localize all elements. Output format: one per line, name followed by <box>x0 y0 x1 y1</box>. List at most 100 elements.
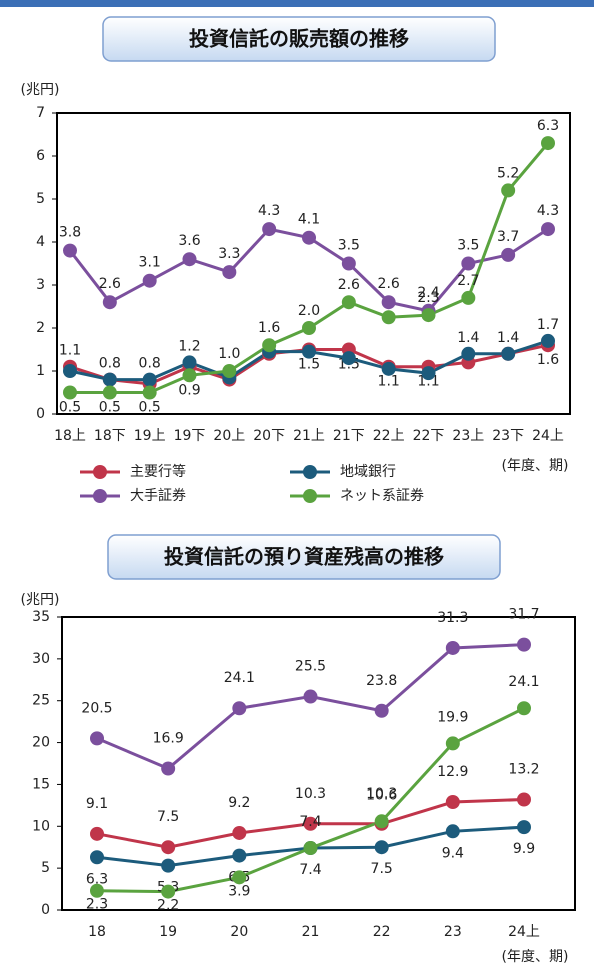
legend-marker <box>303 489 317 503</box>
point <box>262 338 277 353</box>
data-label: 9.2 <box>228 795 250 811</box>
data-label: 10.6 <box>366 787 397 803</box>
point <box>102 372 117 387</box>
x-tick-label: 18 <box>88 924 106 940</box>
x-tick-label: 22 <box>373 924 391 940</box>
data-label: 7.4 <box>299 814 321 830</box>
data-label: 1.1 <box>417 374 439 390</box>
point <box>232 701 247 716</box>
point <box>461 346 476 361</box>
point <box>374 840 389 855</box>
point <box>341 351 356 366</box>
data-label: 1.6 <box>537 352 559 368</box>
point <box>517 637 531 652</box>
x-tick-label: 22上 <box>373 428 405 444</box>
x-tick-label: 24上 <box>508 924 540 940</box>
data-label: 2.6 <box>99 276 121 292</box>
y-tick-label: 0 <box>36 406 45 422</box>
point <box>142 385 157 400</box>
point <box>302 321 316 335</box>
data-label: 0.8 <box>139 356 161 372</box>
point <box>374 703 389 718</box>
point <box>161 858 176 873</box>
x-tick-label: 19上 <box>134 428 166 444</box>
point <box>461 290 476 305</box>
data-label: 2.2 <box>157 898 179 914</box>
point <box>90 826 104 841</box>
y-tick-label: 25 <box>32 693 50 709</box>
chart-title: 投資信託の預り資産残高の推移 <box>164 545 444 569</box>
point <box>421 308 436 323</box>
point <box>262 222 277 237</box>
y-tick-label: 4 <box>36 234 45 250</box>
point <box>63 385 77 400</box>
y-tick-label: 3 <box>36 277 45 293</box>
legend-label: ネット系証券 <box>340 488 424 504</box>
point <box>541 333 555 348</box>
x-tick-label: 23上 <box>452 428 484 444</box>
point <box>161 884 176 899</box>
x-axis-label: (年度、期) <box>502 458 569 474</box>
data-label: 3.1 <box>139 255 161 271</box>
data-label: 1.2 <box>178 338 200 354</box>
data-label: 31.7 <box>508 607 539 623</box>
data-label: 19.9 <box>437 709 468 725</box>
x-tick-label: 18上 <box>54 428 86 444</box>
x-tick-label: 20 <box>230 924 248 940</box>
data-label: 2.7 <box>457 273 479 289</box>
y-tick-label: 5 <box>41 860 50 876</box>
point <box>142 372 157 387</box>
y-tick-label: 10 <box>32 818 50 834</box>
y-tick-label: 1 <box>36 363 45 379</box>
data-label: 1.1 <box>378 374 400 390</box>
y-axis-label: (兆円) <box>21 592 60 608</box>
data-label: 3.5 <box>338 238 360 254</box>
point <box>501 183 516 198</box>
data-label: 9.9 <box>513 841 535 857</box>
data-label: 2.0 <box>298 303 320 319</box>
y-tick-label: 6 <box>36 148 45 164</box>
point <box>182 368 197 383</box>
point <box>445 824 460 839</box>
legend-marker <box>93 465 107 479</box>
point <box>302 344 316 359</box>
point <box>222 265 237 280</box>
point <box>421 366 436 381</box>
x-tick-label: 21 <box>302 924 320 940</box>
top-band <box>0 0 594 7</box>
point <box>374 814 389 829</box>
x-tick-label: 23 <box>444 924 462 940</box>
data-label: 1.1 <box>59 343 81 359</box>
point <box>90 883 104 898</box>
y-tick-label: 20 <box>32 735 50 751</box>
point <box>341 256 356 271</box>
point <box>90 850 104 865</box>
point <box>541 222 555 237</box>
data-label: 12.9 <box>437 764 468 780</box>
data-label: 9.1 <box>86 796 108 812</box>
point <box>445 640 460 655</box>
data-label: 3.3 <box>218 246 240 262</box>
x-tick-label: 18下 <box>94 428 126 444</box>
point <box>501 247 516 262</box>
y-tick-label: 0 <box>41 902 50 918</box>
data-label: 5.2 <box>497 165 519 181</box>
data-label: 2.3 <box>86 897 108 913</box>
y-tick-label: 15 <box>32 776 50 792</box>
data-label: 1.4 <box>497 330 519 346</box>
data-label: 1.0 <box>218 346 240 362</box>
point <box>161 761 176 776</box>
legend-marker <box>303 465 317 479</box>
x-tick-label: 20上 <box>213 428 245 444</box>
point <box>303 689 318 704</box>
data-label: 4.3 <box>537 203 559 219</box>
point <box>102 295 117 310</box>
point <box>445 795 460 810</box>
data-label: 1.7 <box>537 317 559 333</box>
title-box <box>107 534 501 580</box>
data-label: 2.6 <box>378 276 400 292</box>
point <box>381 310 396 325</box>
data-label: 10.3 <box>366 786 397 802</box>
data-label: 0.5 <box>139 400 161 416</box>
x-tick-label: 24上 <box>532 428 564 444</box>
